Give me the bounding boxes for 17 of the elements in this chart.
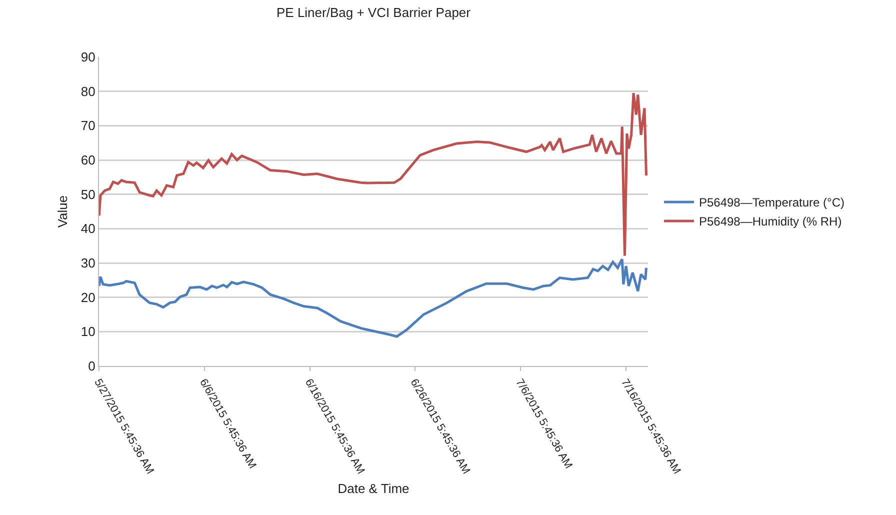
legend-label: P56498—Temperature (°C)	[698, 196, 845, 210]
y-tick-label: 40	[80, 221, 96, 236]
y-tick-label: 10	[80, 324, 96, 340]
y-tick-label: 60	[80, 152, 96, 168]
line-series	[99, 258, 648, 338]
y-tick-label: 0	[88, 358, 96, 374]
y-tick-label: 90	[80, 50, 96, 65]
x-axis-title: Date & Time	[338, 480, 410, 496]
line-series	[99, 92, 648, 258]
legend-label: P56498—Humidity (% RH)	[698, 214, 842, 229]
chart-title: PE Liner/Bag + VCI Barrier Paper	[276, 4, 472, 20]
y-tick-label: 70	[80, 118, 96, 134]
y-tick-label: 20	[80, 290, 96, 305]
y-tick-label: 30	[80, 256, 96, 271]
y-tick-label: 80	[80, 84, 96, 99]
y-axis-title: Value	[54, 195, 70, 228]
y-tick-label: 50	[80, 186, 96, 202]
